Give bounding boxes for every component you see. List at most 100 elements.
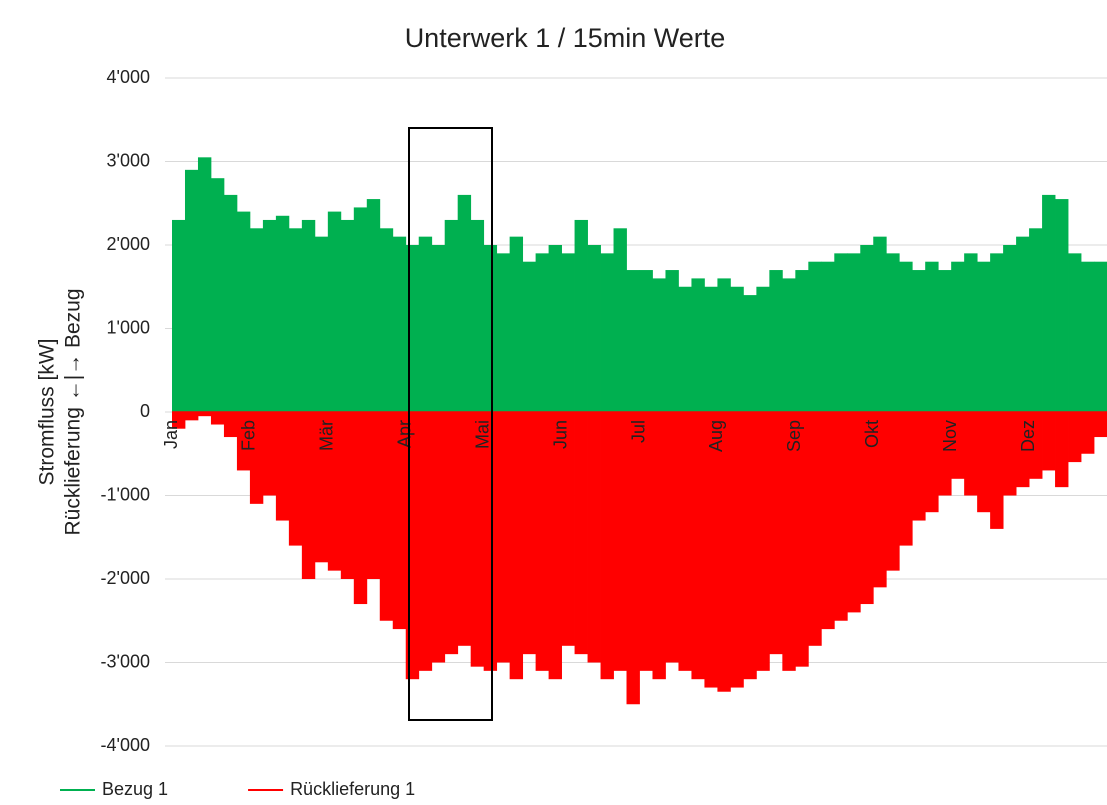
legend-label: Bezug 1: [102, 779, 168, 799]
bar: [1094, 261, 1107, 412]
y-tick-label: -4'000: [101, 735, 150, 755]
bar: [938, 270, 952, 412]
x-tick-label: Mai: [472, 420, 492, 449]
x-tick-label: Jan: [161, 420, 181, 449]
bar: [1081, 412, 1095, 454]
x-tick-label: Mär: [317, 420, 337, 451]
bar: [418, 236, 433, 412]
bar: [1055, 412, 1069, 488]
bar: [1016, 236, 1030, 412]
bar: [509, 236, 524, 412]
bar: [379, 228, 394, 412]
bar: [977, 261, 991, 412]
bar: [288, 228, 303, 412]
bar: [574, 219, 588, 412]
bar: [873, 412, 887, 588]
bar: [990, 253, 1004, 412]
bar: [1029, 412, 1043, 479]
bar: [860, 412, 874, 605]
bar: [431, 245, 446, 412]
bar: [548, 412, 562, 680]
bar: [236, 412, 251, 471]
bar: [1068, 412, 1082, 463]
bar: [743, 412, 757, 680]
bar: [431, 412, 446, 663]
bar: [353, 207, 368, 412]
bar: [938, 412, 952, 496]
bar: [808, 412, 822, 646]
bar: [444, 412, 459, 655]
bar: [301, 412, 316, 579]
y-tick-label: 2'000: [107, 234, 150, 254]
bar: [249, 412, 264, 504]
bar: [951, 261, 965, 412]
bar: [275, 215, 290, 412]
bar: [548, 245, 562, 412]
bar: [172, 219, 186, 412]
bar: [327, 211, 342, 412]
bar: [483, 412, 498, 671]
bar: [1081, 261, 1095, 412]
bar: [522, 261, 537, 412]
bar: [821, 261, 835, 412]
bar: [782, 412, 796, 671]
bar: [808, 261, 822, 412]
bar: [1029, 228, 1043, 412]
bar: [717, 278, 731, 412]
bar: [288, 412, 303, 546]
bar: [821, 412, 835, 630]
bar: [457, 194, 472, 412]
bar: [249, 228, 264, 412]
highlight-box: [408, 127, 493, 721]
bar: [418, 412, 433, 671]
bar: [366, 199, 381, 412]
bar: [314, 236, 329, 412]
bar: [262, 219, 277, 412]
bar: [665, 270, 679, 412]
bar: [834, 412, 848, 621]
bar: [717, 412, 731, 692]
bar: [600, 253, 614, 412]
bar: [743, 295, 757, 412]
bar: [639, 270, 653, 412]
bar: [691, 412, 705, 680]
bar: [184, 412, 199, 421]
bar: [1016, 412, 1030, 488]
bar: [210, 412, 225, 425]
y-tick-label: 1'000: [107, 317, 150, 337]
x-tick-label: Nov: [940, 420, 960, 452]
y-axis-label: Stromfluss [kW]: [36, 338, 59, 485]
bar: [574, 412, 588, 655]
legend: Bezug 1 Rücklieferung 1: [60, 779, 415, 799]
axis: -4'000 -3'000 -2'000 -1'000 0 1'000 2'000 3'000…: [101, 67, 1107, 755]
bar: [522, 412, 537, 655]
bar: [847, 412, 861, 613]
x-tick-label: Apr: [395, 420, 415, 448]
y-tick-label: 4'000: [107, 67, 150, 87]
bar: [964, 412, 978, 496]
bar: [626, 270, 640, 412]
bar: [977, 412, 991, 513]
x-tick-label: Aug: [706, 420, 726, 452]
bar: [314, 412, 329, 563]
bar: [873, 236, 887, 412]
bar: [639, 412, 653, 671]
x-tick-label: Jul: [628, 420, 648, 443]
bar: [769, 270, 783, 412]
bar: [210, 178, 225, 412]
bar: [587, 412, 601, 663]
bar: [1042, 412, 1056, 471]
bar: [197, 157, 212, 412]
bar: [665, 412, 679, 663]
bar: [470, 412, 485, 667]
bar: [1068, 253, 1082, 412]
bar: [1042, 194, 1056, 412]
bar: [496, 253, 511, 412]
x-tick-label: Okt: [862, 420, 882, 448]
bar: [340, 219, 355, 412]
bar: [730, 286, 744, 412]
bar: [405, 245, 420, 412]
y-axis-label: Rücklieferung ←|→ Bezug: [62, 288, 85, 535]
bar: [483, 245, 498, 412]
bar: [223, 412, 238, 438]
